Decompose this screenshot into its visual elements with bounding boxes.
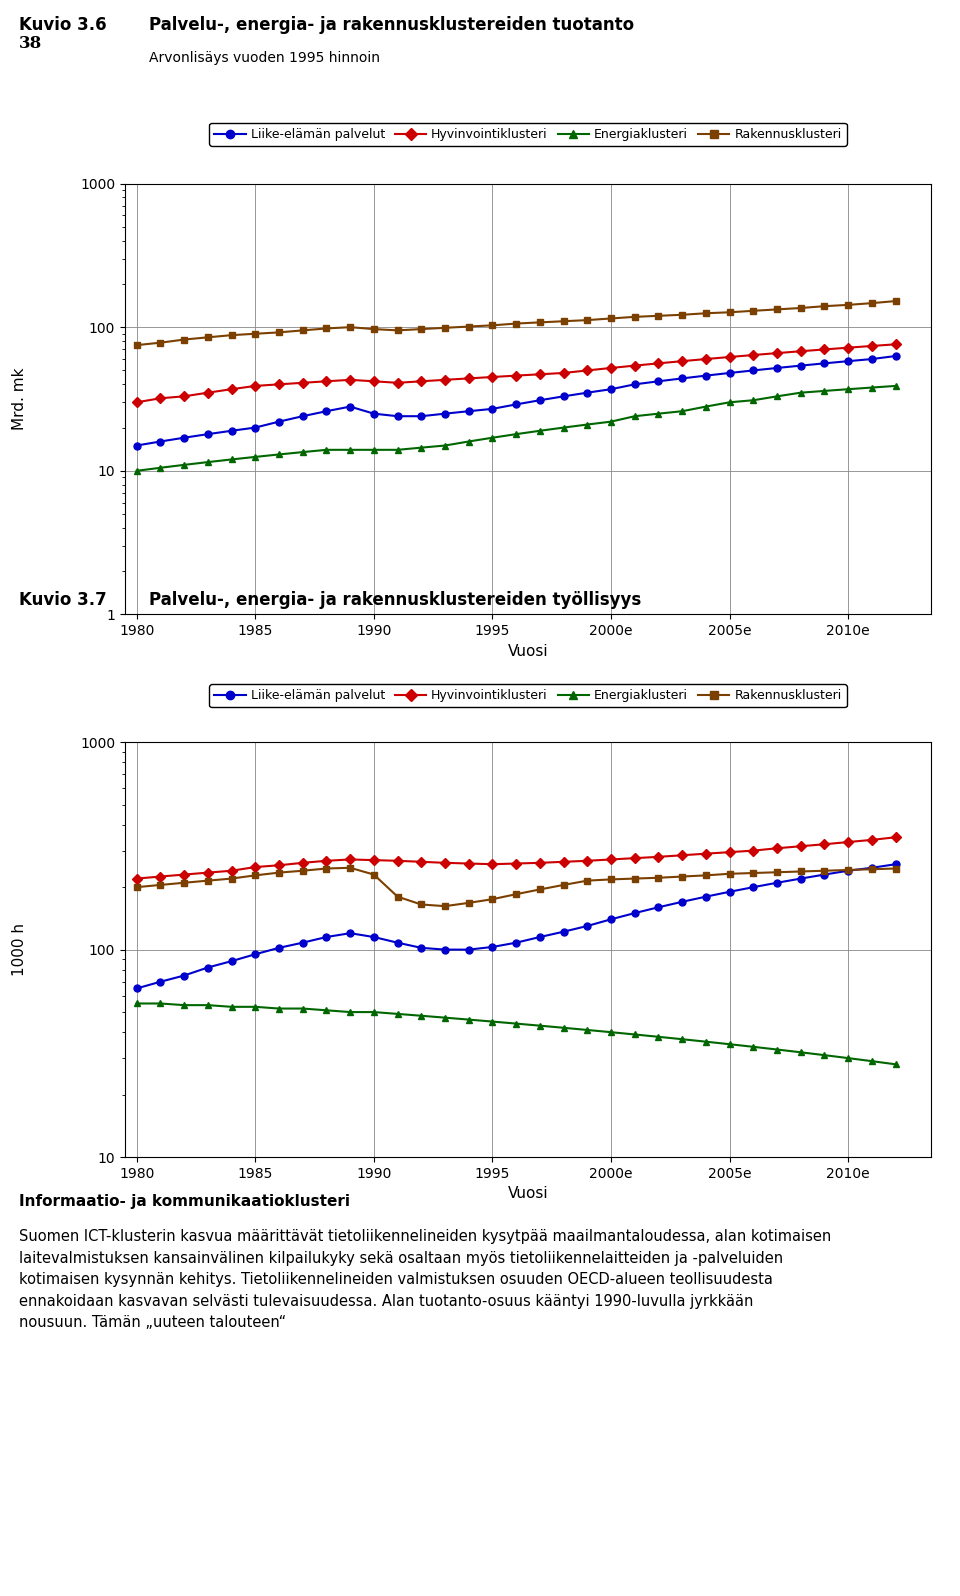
X-axis label: Vuosi: Vuosi [508,1186,548,1202]
Text: 1000 h: 1000 h [12,922,27,977]
Text: Informaatio- ja kommunikaatioklusteri: Informaatio- ja kommunikaatioklusteri [19,1194,350,1208]
Text: Kuvio 3.6: Kuvio 3.6 [19,16,107,34]
Text: Suomen ICT-klusterin kasvua määrittävät tietoliikennelineiden kysytpää maailmant: Suomen ICT-klusterin kasvua määrittävät … [19,1229,831,1331]
Text: 38: 38 [19,35,42,53]
Text: Kuvio 3.7: Kuvio 3.7 [19,591,107,608]
Legend: Liike-elämän palvelut, Hyvinvointiklusteri, Energiaklusteri, Rakennusklusteri: Liike-elämän palvelut, Hyvinvointikluste… [209,123,847,145]
Text: Arvonlisäys vuoden 1995 hinnoin: Arvonlisäys vuoden 1995 hinnoin [149,51,380,65]
Legend: Liike-elämän palvelut, Hyvinvointiklusteri, Energiaklusteri, Rakennusklusteri: Liike-elämän palvelut, Hyvinvointikluste… [209,685,847,707]
Text: Palvelu-, energia- ja rakennusklustereiden tuotanto: Palvelu-, energia- ja rakennusklustereid… [149,16,634,34]
Text: Mrd. mk: Mrd. mk [12,367,27,431]
Text: Palvelu-, energia- ja rakennusklustereiden työllisyys: Palvelu-, energia- ja rakennusklustereid… [149,591,641,608]
X-axis label: Vuosi: Vuosi [508,643,548,659]
